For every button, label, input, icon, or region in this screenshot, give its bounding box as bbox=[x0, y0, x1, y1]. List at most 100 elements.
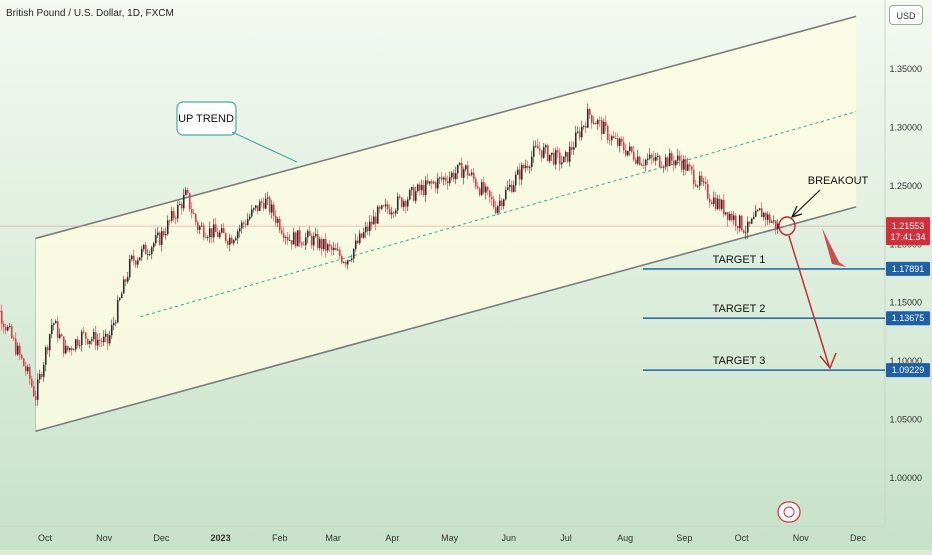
currency-button[interactable]: USD bbox=[889, 5, 923, 25]
candle-body bbox=[280, 230, 283, 234]
candle-body bbox=[186, 190, 189, 194]
candle-body bbox=[644, 159, 647, 166]
candle-body bbox=[126, 277, 129, 282]
candle-body bbox=[648, 154, 651, 159]
candle-body bbox=[420, 185, 423, 191]
candle-body bbox=[58, 334, 61, 338]
candle-body bbox=[124, 279, 127, 282]
candle-body bbox=[188, 193, 191, 210]
candle-body bbox=[718, 198, 721, 209]
candle-body bbox=[32, 386, 35, 397]
candle-body bbox=[106, 333, 109, 344]
candle-body bbox=[492, 199, 495, 208]
candle-body bbox=[532, 146, 535, 157]
candle-body bbox=[482, 182, 485, 193]
breakout-pointer bbox=[792, 189, 821, 217]
candle-body bbox=[652, 157, 655, 161]
candle-body bbox=[754, 210, 757, 217]
candle-body bbox=[110, 325, 113, 336]
candle-body bbox=[136, 260, 139, 265]
candle-body bbox=[132, 255, 135, 261]
candle-body bbox=[90, 339, 93, 341]
candle-body bbox=[222, 228, 225, 234]
candle-body bbox=[590, 114, 593, 123]
candle-body bbox=[74, 339, 77, 350]
candle-body bbox=[150, 247, 153, 255]
candle-body bbox=[208, 228, 211, 238]
candle-body bbox=[172, 211, 175, 219]
candle-body bbox=[440, 177, 443, 180]
candle-body bbox=[250, 209, 253, 217]
candle-body bbox=[16, 345, 19, 355]
replay-icon-inner bbox=[783, 506, 795, 518]
candle-body bbox=[310, 235, 313, 246]
candle-body bbox=[774, 220, 777, 229]
candle-body bbox=[704, 181, 707, 184]
x-tick-label: Apr bbox=[385, 533, 399, 543]
candle-body bbox=[28, 366, 31, 379]
x-tick-label: May bbox=[441, 533, 459, 543]
candle-body bbox=[632, 151, 635, 160]
candle-body bbox=[614, 137, 617, 139]
x-tick-label: Nov bbox=[96, 533, 113, 543]
candle-body bbox=[692, 169, 695, 185]
candle-body bbox=[442, 177, 445, 180]
x-tick-label: Oct bbox=[38, 533, 53, 543]
candle-body bbox=[606, 126, 609, 140]
candle-body bbox=[80, 331, 83, 346]
x-tick-label: Jun bbox=[501, 533, 516, 543]
candle-body bbox=[240, 222, 243, 229]
uptrend-callout-box bbox=[176, 101, 237, 136]
candle-body bbox=[522, 164, 525, 169]
candle-body bbox=[510, 184, 513, 192]
candle-body bbox=[494, 207, 497, 213]
candle-body bbox=[84, 332, 87, 339]
candle-body bbox=[246, 219, 249, 225]
uptrend-label: UP TREND bbox=[178, 113, 234, 125]
candle-body bbox=[530, 156, 533, 167]
candle-body bbox=[630, 146, 633, 152]
candle-body bbox=[230, 237, 233, 244]
candle-body bbox=[410, 187, 413, 190]
candle-body bbox=[650, 154, 653, 158]
candle-body bbox=[438, 177, 441, 179]
candle-body bbox=[452, 172, 455, 180]
candle-body bbox=[276, 219, 279, 223]
candle-body bbox=[66, 345, 69, 351]
candle-body bbox=[254, 205, 257, 209]
candle-body bbox=[202, 225, 205, 238]
candle-body bbox=[200, 225, 203, 227]
candle-body bbox=[362, 232, 365, 238]
candle-body bbox=[680, 160, 683, 170]
candle-body bbox=[138, 257, 141, 261]
candle-body bbox=[698, 175, 701, 186]
candle-body bbox=[122, 279, 125, 294]
candle-body bbox=[92, 332, 95, 340]
candle-body bbox=[428, 181, 431, 184]
candle-body bbox=[696, 185, 699, 187]
candle-body bbox=[616, 138, 619, 146]
candle-body bbox=[214, 224, 217, 233]
candle-body bbox=[408, 189, 411, 200]
candle-body bbox=[130, 255, 133, 260]
candle-body bbox=[604, 121, 607, 127]
y-tick-label: 1.35000 bbox=[889, 64, 922, 74]
candle-body bbox=[432, 182, 435, 184]
candle-body bbox=[264, 198, 267, 209]
candle-body bbox=[108, 335, 111, 344]
candle-body bbox=[488, 190, 491, 197]
candle-body bbox=[148, 254, 151, 255]
candle-body bbox=[312, 236, 315, 246]
candle-body bbox=[336, 249, 339, 251]
candle-body bbox=[546, 145, 549, 161]
candle-body bbox=[436, 178, 439, 189]
candle-body bbox=[678, 155, 681, 161]
candle-body bbox=[380, 205, 383, 209]
candle-body bbox=[234, 238, 237, 241]
candle-body bbox=[34, 396, 37, 400]
candle-body bbox=[608, 139, 611, 141]
candle-body bbox=[430, 181, 433, 184]
candle-body bbox=[390, 212, 393, 215]
